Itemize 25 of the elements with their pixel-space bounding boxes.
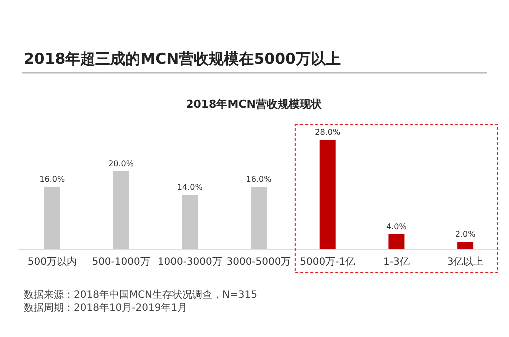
data-label: 16.0% bbox=[40, 175, 66, 184]
x-tick-label: 3000-5000万 bbox=[226, 257, 292, 268]
x-tick-label: 3亿以上 bbox=[447, 256, 484, 268]
data-label: 14.0% bbox=[177, 183, 204, 192]
data-label: 28.0% bbox=[315, 128, 341, 137]
bar bbox=[320, 140, 336, 250]
source-note: 数据来源：2018年中国MCN生存状况调查，N=315 bbox=[24, 289, 258, 301]
x-tick-label: 500-1000万 bbox=[92, 257, 150, 268]
bar bbox=[458, 242, 474, 250]
data-label: 4.0% bbox=[386, 222, 408, 232]
x-tick-label: 1-3亿 bbox=[384, 257, 410, 268]
chart-title: 2018年超三成的MCN营收规模在5000万以上 bbox=[24, 50, 341, 68]
x-tick-label: 5000万-1亿 bbox=[300, 257, 356, 268]
text: 数据周期：2018年10月-2019年1月 bbox=[24, 302, 188, 314]
bar bbox=[251, 187, 267, 250]
chart-subtitle: 2018年MCN营收规模现状 bbox=[186, 98, 323, 111]
data-label: 20.0% bbox=[108, 159, 134, 168]
x-tick-label: 1000-3000万 bbox=[158, 257, 222, 268]
data-label: 2.0% bbox=[455, 230, 476, 240]
x-tick-label: 500万以内 bbox=[28, 256, 77, 268]
data-label: 16.0% bbox=[246, 175, 272, 184]
bar bbox=[44, 187, 60, 250]
bar bbox=[113, 171, 130, 250]
bar bbox=[388, 234, 405, 250]
bar bbox=[182, 195, 198, 250]
